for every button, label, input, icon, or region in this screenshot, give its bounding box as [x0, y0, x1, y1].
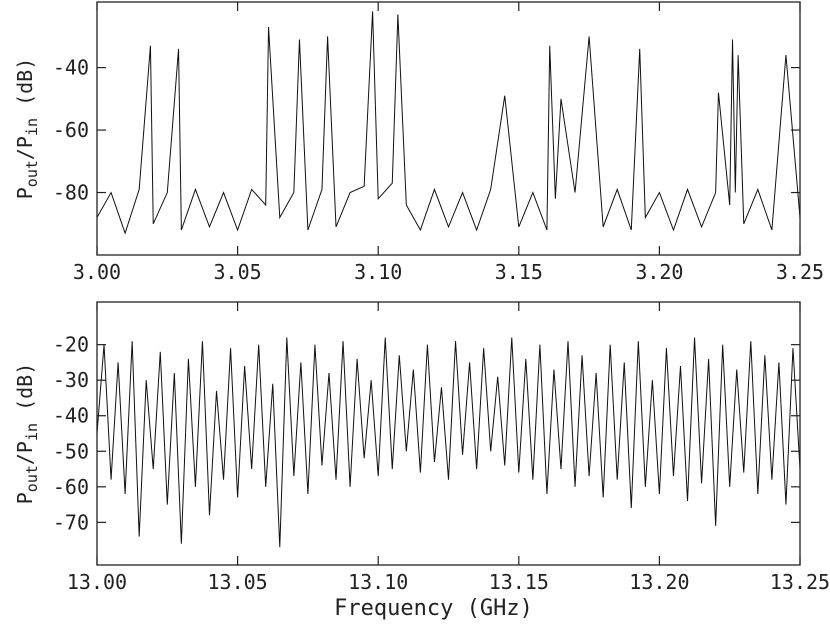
y-axis-label-part: P	[13, 187, 37, 199]
y-axis-label-subscript: in	[23, 118, 41, 136]
y-tick-label: -40	[53, 56, 89, 80]
spectrum-line	[97, 337, 800, 548]
y-tick-label: -20	[53, 333, 89, 357]
y-axis-label-subscript: in	[23, 423, 41, 441]
y-axis-label-part: P	[13, 492, 37, 504]
plot-area	[97, 337, 800, 548]
x-tick-label: 3.15	[495, 260, 543, 284]
x-tick-label: 13.20	[629, 570, 689, 594]
plot-area	[97, 11, 800, 235]
x-tick-label: 13.10	[348, 570, 408, 594]
y-axis-label: Pout/Pin (dB)	[13, 363, 41, 505]
spectrum-line	[97, 11, 800, 235]
y-axis-label: Pout/Pin (dB)	[13, 58, 41, 200]
plot-frame	[96, 301, 801, 566]
x-tick-label: 13.00	[67, 570, 127, 594]
y-tick-label: -60	[53, 118, 89, 142]
y-tick-label: -50	[53, 439, 89, 463]
y-tick-label: -70	[53, 510, 89, 534]
y-tick-label: -40	[53, 404, 89, 428]
x-axis-label: Frequency (GHz)	[334, 596, 533, 621]
x-tick-label: 3.25	[776, 260, 824, 284]
y-axis-label-subscript: out	[23, 465, 41, 492]
x-tick-label: 3.10	[354, 260, 402, 284]
y-axis-label-part: /P	[13, 441, 37, 465]
y-axis-label-part: /P	[13, 136, 37, 160]
y-tick-label: -80	[53, 181, 89, 205]
plot-frame	[96, 1, 801, 256]
x-tick-label: 3.20	[635, 260, 683, 284]
y-axis-label-part: (dB)	[13, 58, 37, 118]
x-tick-label: 3.00	[73, 260, 121, 284]
x-tick-label: 13.25	[770, 570, 830, 594]
y-axis-label-subscript: out	[23, 160, 41, 187]
y-tick-label: -30	[53, 368, 89, 392]
y-axis-label-part: (dB)	[13, 363, 37, 423]
x-tick-label: 13.15	[489, 570, 549, 594]
y-tick-label: -60	[53, 475, 89, 499]
x-tick-label: 13.05	[207, 570, 267, 594]
x-tick-label: 3.05	[214, 260, 262, 284]
